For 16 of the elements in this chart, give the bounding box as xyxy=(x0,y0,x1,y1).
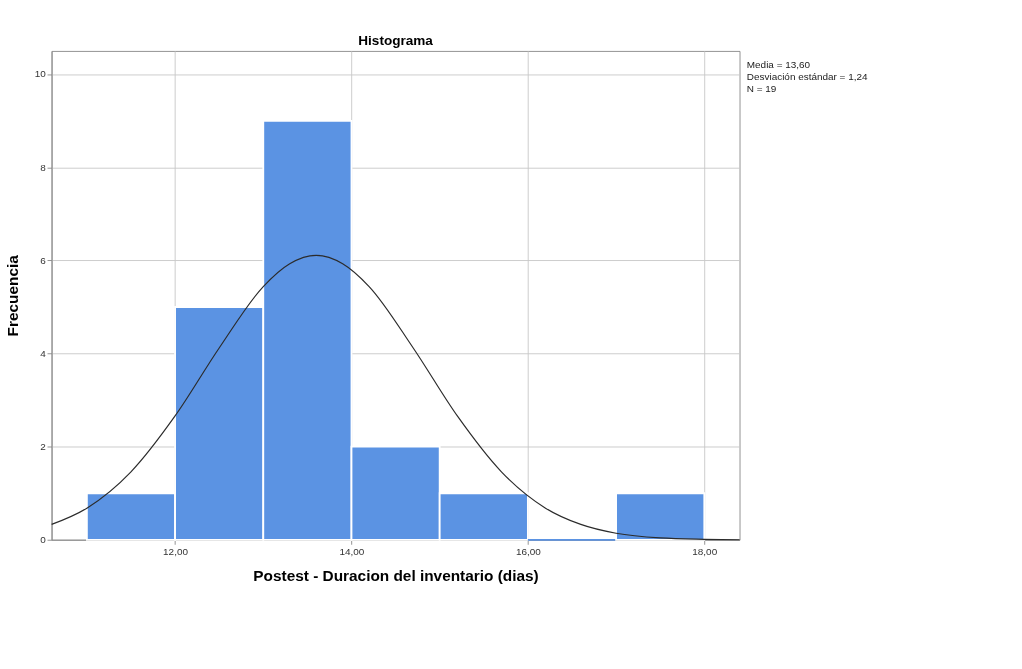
x-tick-label: 18,00 xyxy=(692,545,718,557)
y-tick-label: 6 xyxy=(40,254,47,266)
y-tick-label: 8 xyxy=(40,161,47,173)
y-tick-label: 4 xyxy=(40,347,47,359)
x-tick-label: 14,00 xyxy=(339,545,365,557)
text: N = 19 xyxy=(746,82,777,94)
text: Media = 13,60 xyxy=(746,59,811,71)
x-tick-label: 16,00 xyxy=(515,545,542,557)
x-axis-title: Postest - Duracion del inventario (dias) xyxy=(253,566,539,584)
chart-title: Histograma xyxy=(358,32,434,48)
text: Desviación estándar = 1,24 xyxy=(746,70,868,82)
y-tick-label: 10 xyxy=(34,68,47,80)
y-axis-title: Frecuencia xyxy=(4,254,22,337)
y-tick-label: 2 xyxy=(40,440,47,452)
x-tick-label: 12,00 xyxy=(163,545,189,557)
y-tick-label: 0 xyxy=(40,533,47,545)
